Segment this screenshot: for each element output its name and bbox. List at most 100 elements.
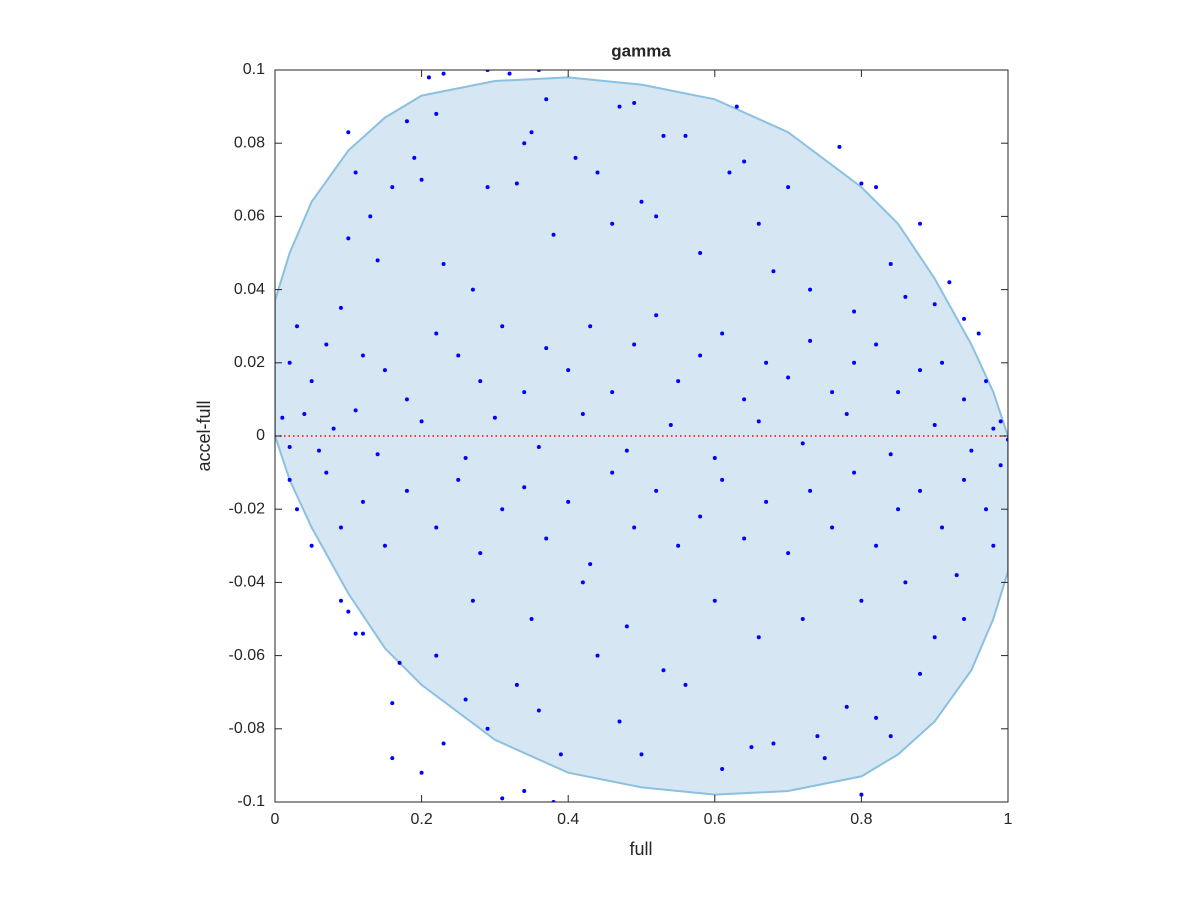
x-tick-label: 0.6 — [704, 811, 726, 828]
point — [500, 796, 505, 801]
point — [610, 470, 615, 475]
point — [287, 360, 292, 365]
point — [976, 331, 981, 336]
point — [654, 214, 659, 219]
point — [888, 261, 893, 266]
point — [595, 653, 600, 658]
point — [632, 100, 637, 105]
point — [580, 412, 585, 417]
point — [962, 316, 967, 321]
point — [478, 551, 483, 556]
point — [353, 170, 358, 175]
point — [434, 525, 439, 530]
point — [661, 668, 666, 673]
x-tick-label: 0.2 — [410, 811, 432, 828]
point — [654, 313, 659, 318]
point — [830, 390, 835, 395]
y-tick-label: -0.06 — [229, 647, 266, 664]
point — [742, 159, 747, 164]
point — [764, 499, 769, 504]
point — [463, 455, 468, 460]
point — [287, 477, 292, 482]
y-tick-label: 0.1 — [243, 61, 265, 78]
point — [580, 580, 585, 585]
point — [419, 177, 424, 182]
point — [617, 104, 622, 109]
point — [984, 507, 989, 512]
chart-title: gamma — [611, 41, 671, 60]
point — [998, 463, 1003, 468]
point — [390, 185, 395, 190]
point — [346, 236, 351, 241]
point — [353, 631, 358, 636]
point — [720, 331, 725, 336]
point — [507, 71, 512, 76]
point — [316, 448, 321, 453]
point — [419, 770, 424, 775]
ellipse-region — [275, 76, 1008, 796]
point — [434, 111, 439, 116]
point — [852, 360, 857, 365]
point — [441, 261, 446, 266]
point — [294, 324, 299, 329]
point — [698, 251, 703, 255]
point — [566, 368, 571, 373]
point — [698, 353, 703, 358]
point — [837, 144, 842, 149]
point — [683, 682, 688, 687]
point — [932, 302, 937, 307]
point — [815, 734, 820, 739]
point — [771, 741, 776, 746]
point — [360, 631, 365, 636]
point — [991, 543, 996, 548]
x-tick-label: 0.4 — [557, 811, 579, 828]
point — [529, 130, 534, 135]
point — [676, 543, 681, 548]
point — [478, 379, 483, 384]
point — [903, 580, 908, 585]
point — [668, 423, 673, 428]
point — [786, 375, 791, 380]
point — [522, 485, 527, 490]
point — [661, 133, 666, 138]
point — [683, 133, 688, 138]
point — [338, 525, 343, 530]
point — [756, 221, 761, 226]
point — [888, 734, 893, 739]
point — [991, 426, 996, 431]
point — [874, 342, 879, 347]
point — [338, 305, 343, 310]
point — [280, 415, 285, 420]
point — [441, 71, 446, 76]
point — [558, 752, 563, 757]
point — [309, 543, 314, 548]
point — [859, 598, 864, 603]
point — [844, 412, 849, 417]
point — [962, 617, 967, 621]
point — [947, 280, 952, 285]
point — [874, 715, 879, 720]
point — [470, 598, 475, 603]
point — [588, 324, 593, 329]
point — [617, 719, 622, 724]
point — [485, 726, 490, 731]
point — [309, 379, 314, 384]
point — [786, 551, 791, 556]
point — [749, 745, 754, 750]
y-tick-label: 0 — [256, 427, 265, 444]
y-tick-label: -0.02 — [229, 500, 266, 517]
point — [456, 477, 461, 482]
point — [353, 408, 358, 413]
x-axis-label: full — [629, 839, 652, 859]
point — [632, 525, 637, 530]
point — [382, 368, 387, 373]
point — [287, 444, 292, 449]
point — [727, 170, 732, 175]
point — [324, 470, 329, 475]
point — [302, 412, 307, 417]
point — [390, 701, 395, 706]
point — [463, 697, 468, 702]
point — [375, 452, 380, 457]
point — [500, 507, 505, 512]
